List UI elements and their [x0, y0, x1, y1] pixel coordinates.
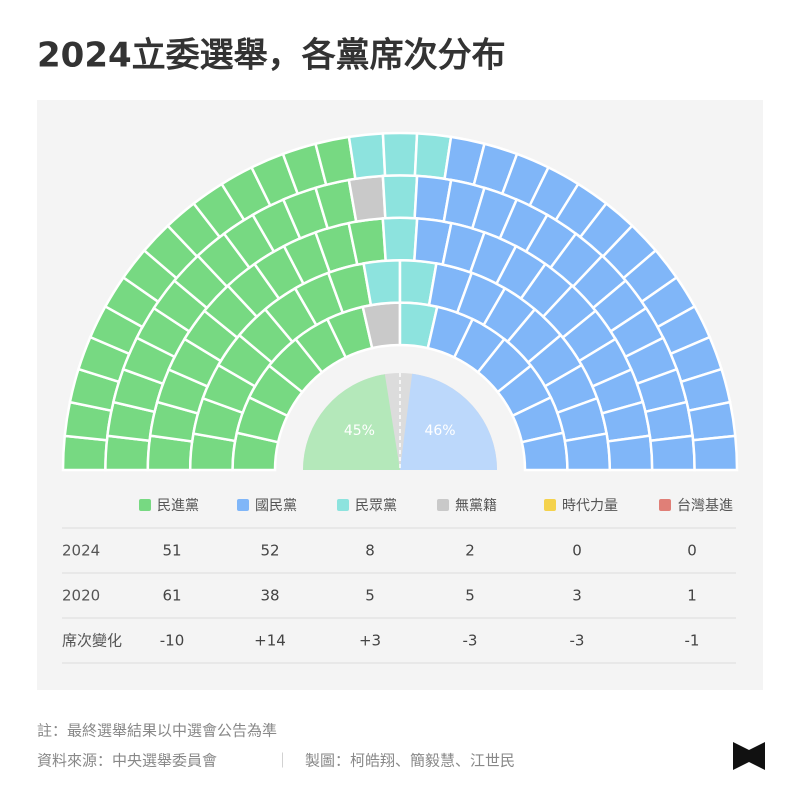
cell: 0 [572, 542, 582, 560]
legend-label: 民進黨 [157, 498, 199, 514]
legend-swatch [437, 499, 449, 511]
cell: 3 [572, 587, 582, 605]
legend-swatch [337, 499, 349, 511]
pie-slice [400, 373, 497, 470]
legend-swatch [237, 499, 249, 511]
pie-slice [303, 374, 400, 470]
cell: 5 [365, 587, 375, 605]
cell: 2 [465, 542, 475, 560]
row-label: 2024 [62, 542, 100, 560]
cell: 61 [162, 587, 181, 605]
cell: 1 [687, 587, 697, 605]
cell: 38 [260, 587, 279, 605]
legend-swatch [659, 499, 671, 511]
seat [691, 434, 739, 472]
pie: 45% 46% [303, 373, 497, 470]
row-label: 席次變化 [62, 632, 122, 650]
source: 資料來源：中央選舉委員會 [37, 752, 217, 770]
title: 2024立委選舉，各黨席次分布 [37, 36, 506, 76]
cell: -3 [570, 632, 585, 650]
seat [563, 432, 612, 472]
seat [381, 174, 419, 220]
seat [347, 174, 387, 224]
seat [649, 434, 696, 472]
cell: -3 [463, 632, 478, 650]
cell: -1 [685, 632, 700, 650]
cell: 51 [162, 542, 181, 560]
legend-label: 台灣基進 [677, 497, 733, 514]
hemicycle [61, 131, 739, 472]
pie-label: 46% [424, 423, 455, 439]
legend-label: 國民黨 [255, 498, 297, 514]
separator: ｜ [275, 752, 290, 770]
seat [606, 434, 654, 472]
logo [733, 742, 765, 770]
credits: 製圖：柯皓翔、簡毅慧、江世民 [305, 752, 515, 770]
legend-swatch [139, 499, 151, 511]
seat [381, 216, 419, 263]
seat [362, 258, 402, 307]
legend-label: 時代力量 [562, 498, 618, 514]
note: 註：最終選舉結果以中選會公告為準 [37, 722, 277, 740]
legend-swatch [544, 499, 556, 511]
cell: +14 [254, 632, 286, 650]
cell: 0 [687, 542, 697, 560]
cell: +3 [359, 632, 381, 650]
legend-label: 民眾黨 [355, 498, 397, 514]
seat [347, 132, 387, 181]
cell: 8 [365, 542, 375, 560]
legend-label: 無黨籍 [455, 497, 497, 514]
pie-label: 45% [344, 423, 375, 439]
seat [61, 434, 109, 472]
cell: -10 [160, 632, 185, 650]
seat [381, 131, 419, 178]
row-label: 2020 [62, 587, 100, 605]
cell: 5 [465, 587, 475, 605]
cell: 52 [260, 542, 279, 560]
